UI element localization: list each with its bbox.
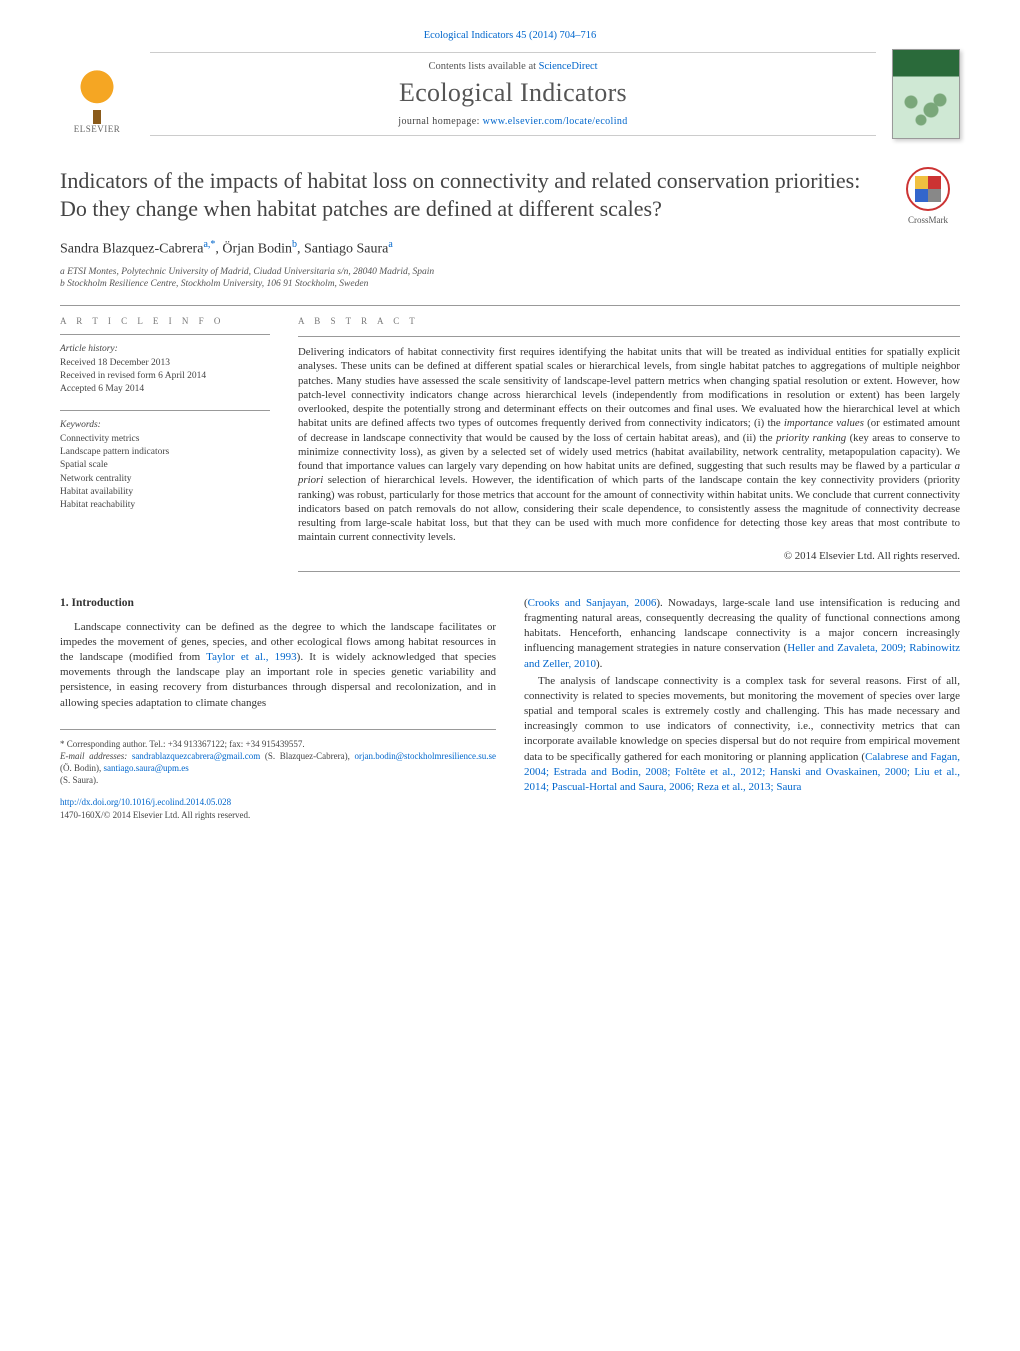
right-column: (Crooks and Sanjayan, 2006). Nowadays, l… bbox=[524, 596, 960, 821]
keyword: Landscape pattern indicators bbox=[60, 447, 169, 457]
copyright-line: © 2014 Elsevier Ltd. All rights reserved… bbox=[298, 549, 960, 563]
journal-name: Ecological Indicators bbox=[150, 78, 876, 108]
header-center: Contents lists available at ScienceDirec… bbox=[150, 52, 876, 136]
keyword: Habitat reachability bbox=[60, 500, 135, 510]
email-name: (S. Blazquez-Cabrera), bbox=[260, 751, 354, 761]
homepage-link[interactable]: www.elsevier.com/locate/ecolind bbox=[483, 116, 628, 127]
citation-link[interactable]: Crooks and Sanjayan, 2006 bbox=[528, 597, 657, 609]
intro-para-2: (Crooks and Sanjayan, 2006). Nowadays, l… bbox=[524, 596, 960, 672]
intro-text: The analysis of landscape connectivity i… bbox=[524, 675, 960, 763]
homepage-line: journal homepage: www.elsevier.com/locat… bbox=[150, 116, 876, 127]
journal-reference: Ecological Indicators 45 (2014) 704–716 bbox=[60, 30, 960, 41]
citation-link[interactable]: Taylor et al., 1993 bbox=[206, 651, 297, 663]
email-link[interactable]: sandrablazquezcabrera@gmail.com bbox=[132, 751, 260, 761]
contents-prefix: Contents lists available at bbox=[428, 61, 538, 72]
contents-line: Contents lists available at ScienceDirec… bbox=[150, 61, 876, 72]
abstract-heading: A B S T R A C T bbox=[298, 316, 960, 328]
journal-cover-thumb bbox=[892, 49, 960, 139]
article-history: Article history: Received 18 December 20… bbox=[60, 343, 270, 396]
divider-abstract-bottom bbox=[298, 571, 960, 572]
cover-art-icon bbox=[901, 90, 951, 130]
section-1-heading: 1. Introduction bbox=[60, 596, 496, 612]
keyword: Network centrality bbox=[60, 474, 132, 484]
intro-text: ). bbox=[596, 658, 602, 670]
body-columns: 1. Introduction Landscape connectivity c… bbox=[60, 596, 960, 821]
email-name: (Ö. Bodin), bbox=[60, 763, 104, 773]
authors-line: Sandra Blazquez-Cabreraa,*, Örjan Bodinb… bbox=[60, 239, 960, 258]
keywords-label: Keywords: bbox=[60, 420, 101, 430]
doi-link[interactable]: http://dx.doi.org/10.1016/j.ecolind.2014… bbox=[60, 797, 231, 807]
email-line: E-mail addresses: sandrablazquezcabrera@… bbox=[60, 750, 496, 786]
keyword: Habitat availability bbox=[60, 487, 133, 497]
corresponding-footer: * Corresponding author. Tel.: +34 913367… bbox=[60, 729, 496, 821]
email-name: (S. Saura). bbox=[60, 775, 98, 785]
elsevier-logo: ELSEVIER bbox=[60, 54, 134, 134]
issn-line: 1470-160X/© 2014 Elsevier Ltd. All right… bbox=[60, 809, 496, 821]
affiliation-a: a ETSI Montes, Polytechnic University of… bbox=[60, 266, 960, 279]
elsevier-label: ELSEVIER bbox=[74, 124, 121, 134]
email-link[interactable]: orjan.bodin@stockholmresilience.su.se bbox=[354, 751, 496, 761]
article-info-heading: A R T I C L E I N F O bbox=[60, 316, 270, 326]
elsevier-tree-icon bbox=[71, 66, 123, 118]
intro-para-1: Landscape connectivity can be defined as… bbox=[60, 620, 496, 711]
article-info-column: A R T I C L E I N F O Article history: R… bbox=[60, 316, 270, 572]
history-received: Received 18 December 2013 bbox=[60, 358, 170, 368]
divider-keywords bbox=[60, 410, 270, 411]
article-title: Indicators of the impacts of habitat los… bbox=[60, 167, 876, 222]
homepage-prefix: journal homepage: bbox=[398, 116, 482, 127]
intro-para-3: The analysis of landscape connectivity i… bbox=[524, 674, 960, 795]
history-label: Article history: bbox=[60, 344, 118, 354]
divider-top bbox=[60, 305, 960, 306]
corresponding-line: * Corresponding author. Tel.: +34 913367… bbox=[60, 738, 496, 750]
meta-abstract-row: A R T I C L E I N F O Article history: R… bbox=[60, 316, 960, 572]
email-label: E-mail addresses: bbox=[60, 751, 132, 761]
affiliations: a ETSI Montes, Polytechnic University of… bbox=[60, 266, 960, 292]
page-container: Ecological Indicators 45 (2014) 704–716 … bbox=[0, 0, 1020, 841]
history-revised: Received in revised form 6 April 2014 bbox=[60, 371, 206, 381]
divider-abstract bbox=[298, 336, 960, 337]
affiliation-b: b Stockholm Resilience Centre, Stockholm… bbox=[60, 278, 960, 291]
email-link[interactable]: santiago.saura@upm.es bbox=[104, 763, 189, 773]
crossmark-badge[interactable]: CrossMark bbox=[896, 167, 960, 225]
crossmark-icon bbox=[906, 167, 950, 211]
title-block: Indicators of the impacts of habitat los… bbox=[60, 167, 960, 225]
keywords-block: Keywords: Connectivity metrics Landscape… bbox=[60, 419, 270, 512]
abstract-text: Delivering indicators of habitat connect… bbox=[298, 345, 960, 545]
left-column: 1. Introduction Landscape connectivity c… bbox=[60, 596, 496, 821]
history-accepted: Accepted 6 May 2014 bbox=[60, 384, 144, 394]
crossmark-label: CrossMark bbox=[896, 215, 960, 225]
sciencedirect-link[interactable]: ScienceDirect bbox=[539, 61, 598, 72]
divider-info bbox=[60, 334, 270, 335]
keyword: Spatial scale bbox=[60, 460, 108, 470]
journal-header: ELSEVIER Contents lists available at Sci… bbox=[60, 49, 960, 139]
journal-ref-link[interactable]: Ecological Indicators 45 (2014) 704–716 bbox=[424, 30, 597, 41]
keyword: Connectivity metrics bbox=[60, 434, 139, 444]
abstract-column: A B S T R A C T Delivering indicators of… bbox=[298, 316, 960, 572]
